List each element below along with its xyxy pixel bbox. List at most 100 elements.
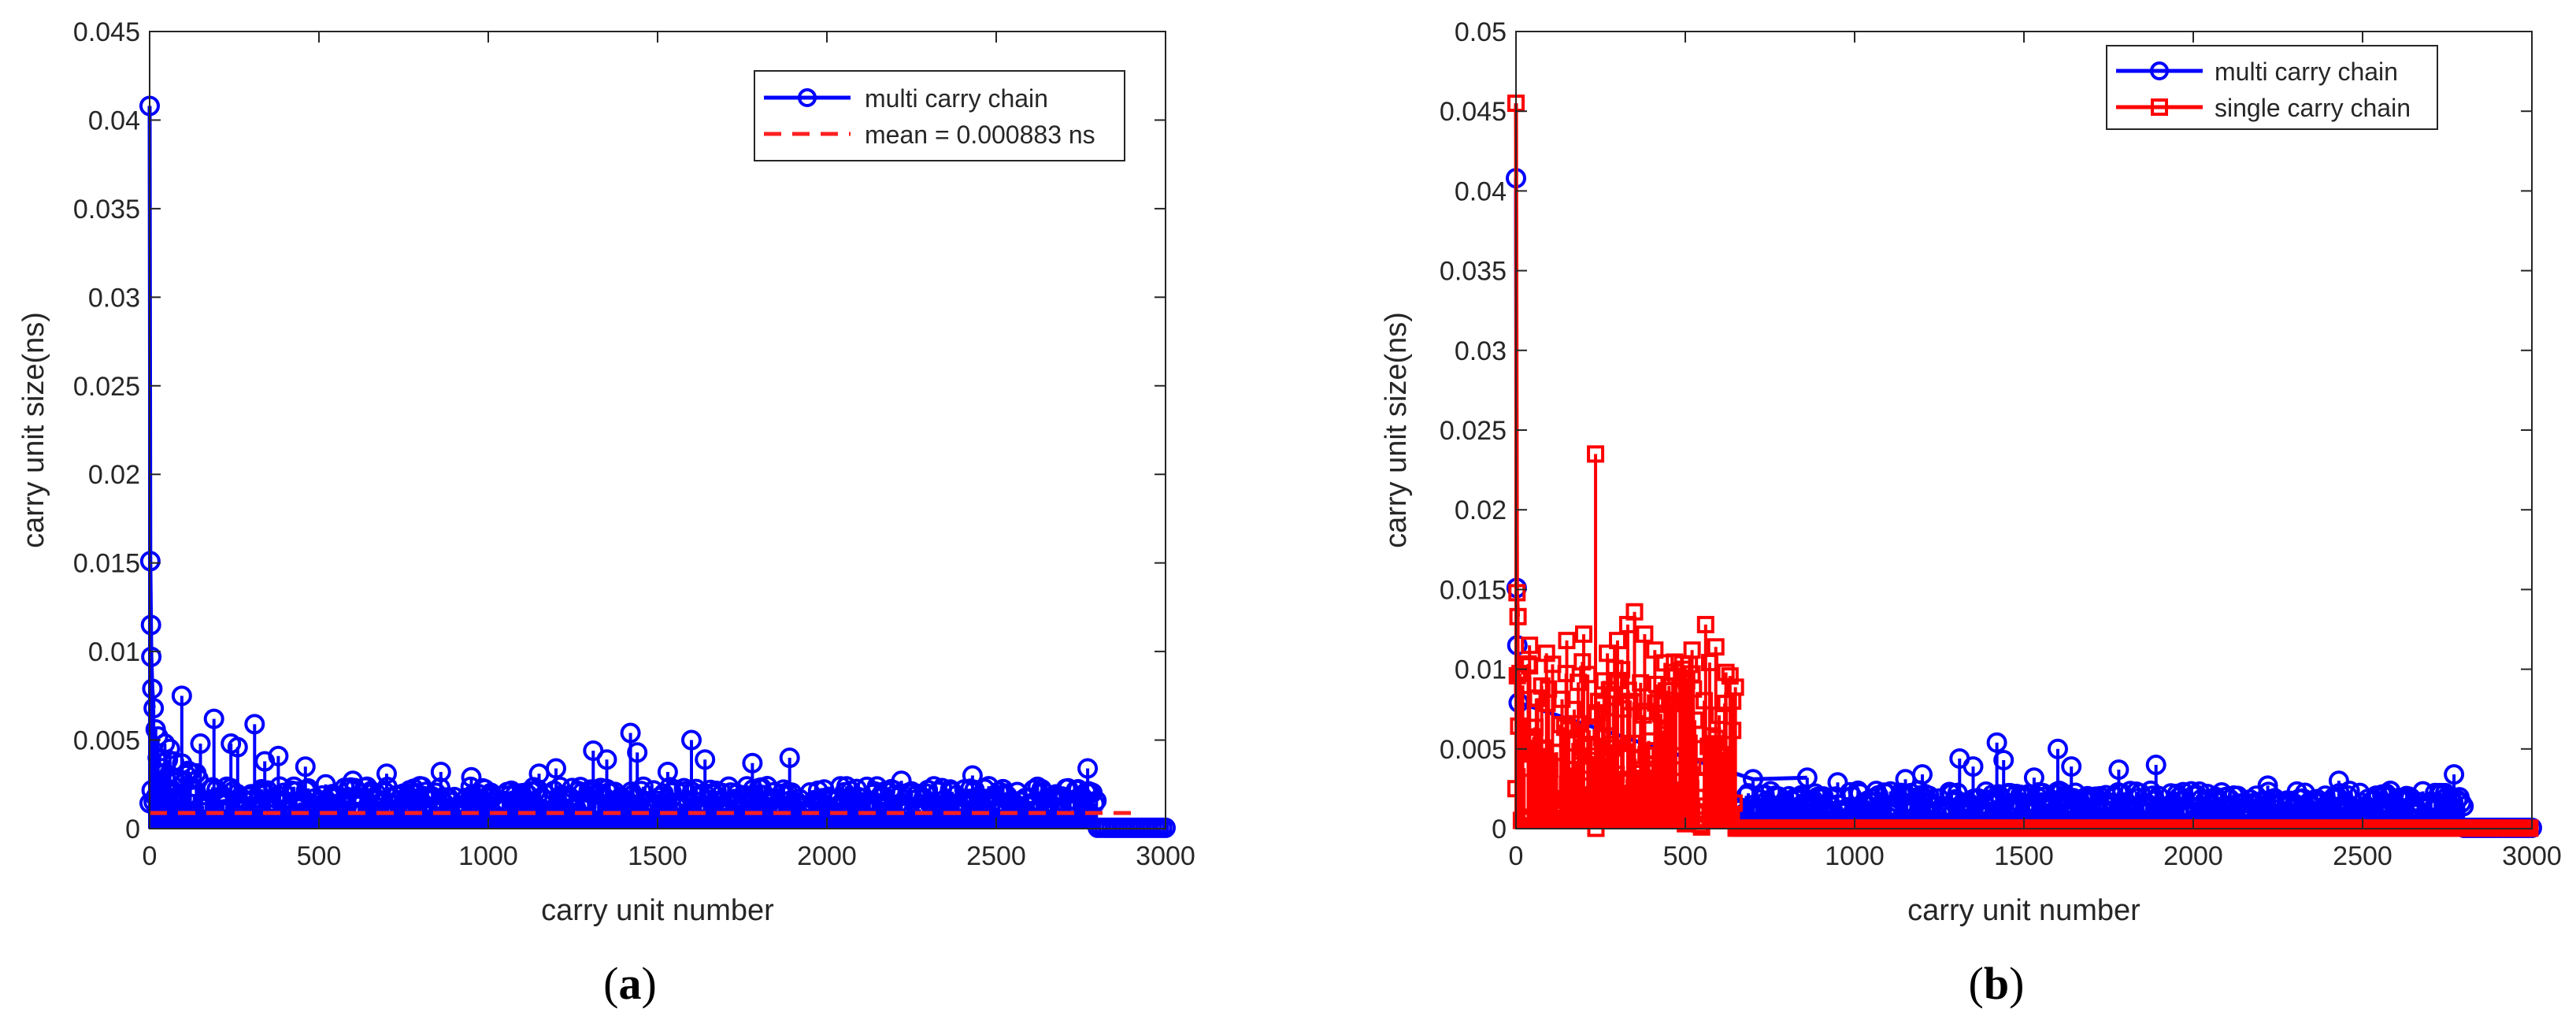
x-tick-label: 2500 xyxy=(966,841,1026,871)
data-point xyxy=(295,756,316,777)
data-point xyxy=(1721,667,1739,685)
data-point xyxy=(1077,758,1099,779)
x-axis-label-a: carry unit number xyxy=(541,894,774,927)
x-tick-label: 1000 xyxy=(458,841,518,871)
panel-label-a: (a) xyxy=(603,958,657,1009)
data-point xyxy=(742,752,763,774)
data-point xyxy=(681,729,702,751)
data-point xyxy=(1609,632,1626,650)
data-point xyxy=(1666,663,1685,681)
data-point xyxy=(190,733,211,755)
data-point xyxy=(1724,692,1742,710)
data-point xyxy=(2023,767,2044,788)
data-point xyxy=(1646,641,1664,659)
data-point xyxy=(2048,738,2068,759)
data-point xyxy=(2328,770,2349,792)
y-tick-label: 0.015 xyxy=(73,549,140,579)
legend-marker-multi-a xyxy=(798,88,817,107)
data-point xyxy=(1521,636,1539,655)
data-point xyxy=(627,742,648,763)
ticks-b: 0 500 1000 1500 2000 2500 3000 0 0.005 0.01 0.015 0… xyxy=(1440,17,2562,871)
ticks-a: 0 500 1000 1500 2000 2500 3000 0 0.005 0.01 0.015 0… xyxy=(73,17,1195,871)
y-tick-label: 0.045 xyxy=(73,17,140,47)
y-tick-label: 0.025 xyxy=(1440,416,1507,446)
legend-marker-multi-b xyxy=(2150,61,2169,80)
data-point xyxy=(1993,749,2014,770)
data-layer-a xyxy=(139,95,1176,838)
data-point xyxy=(154,733,176,755)
x-tick-label: 0 xyxy=(143,841,158,871)
data-point xyxy=(244,714,265,735)
y-tick-label: 0.03 xyxy=(88,283,140,313)
data-point xyxy=(315,774,336,795)
y-axis-label-b: carry unit size(ns) xyxy=(1380,312,1413,548)
y-tick-label: 0.01 xyxy=(88,637,140,667)
x-tick-label: 3000 xyxy=(2502,841,2562,871)
x-tick-label: 0 xyxy=(1509,841,1524,871)
y-tick-label: 0.005 xyxy=(1440,735,1507,765)
y-axis-label-a: carry unit size(ns) xyxy=(17,312,50,548)
x-tick-label: 2500 xyxy=(2333,841,2393,871)
data-point xyxy=(1587,445,1605,463)
data-point xyxy=(1553,690,1571,708)
data-point xyxy=(2315,785,2336,807)
data-point xyxy=(1575,625,1592,644)
data-point xyxy=(1540,680,1558,698)
data-point xyxy=(1537,644,1555,662)
x-tick-label: 1500 xyxy=(628,841,688,871)
data-point xyxy=(1912,764,1933,785)
legend-label-mean-a: mean = 0.000883 ns xyxy=(865,121,1095,149)
data-point xyxy=(203,708,224,729)
data-point xyxy=(546,758,566,779)
data-point xyxy=(1827,772,1848,793)
legend-label-single-b: single carry chain xyxy=(2215,94,2411,122)
y-tick-label: 0.02 xyxy=(1455,495,1507,525)
x-axis-label-b: carry unit number xyxy=(1907,894,2140,927)
data-point xyxy=(2444,764,2465,785)
data-point xyxy=(2145,755,2166,776)
y-tick-label: 0.02 xyxy=(88,460,140,490)
panel-a: 0 500 1000 1500 2000 2500 3000 0 0.005 0.01 0.015 0… xyxy=(17,17,1195,1009)
data-point xyxy=(268,745,289,766)
data-point xyxy=(2257,775,2278,796)
legend-marker-single-b xyxy=(2151,98,2168,116)
data-point xyxy=(657,762,678,783)
y-tick-label: 0.035 xyxy=(1440,257,1507,287)
data-point xyxy=(1986,732,2007,753)
y-tick-label: 0 xyxy=(1492,814,1507,844)
legend-label-multi-b: multi carry chain xyxy=(2215,58,2398,86)
x-tick-label: 2000 xyxy=(797,841,857,871)
x-tick-label: 1500 xyxy=(1994,841,2054,871)
legend-b: multi carry chain single carry chain xyxy=(2106,45,2438,130)
data-point xyxy=(2339,781,2360,802)
y-tick-label: 0.03 xyxy=(1455,336,1507,366)
data-point xyxy=(2108,759,2129,781)
y-tick-label: 0 xyxy=(125,814,140,844)
y-tick-label: 0.01 xyxy=(1455,655,1507,685)
data-point xyxy=(596,749,617,770)
data-point xyxy=(1558,632,1576,650)
data-point xyxy=(1963,756,1984,777)
data-point xyxy=(620,722,641,744)
x-tick-label: 3000 xyxy=(1136,841,1195,871)
data-point xyxy=(171,685,192,707)
data-point xyxy=(2061,756,2082,777)
data-point xyxy=(836,776,857,797)
data-point xyxy=(461,766,482,788)
data-point xyxy=(695,749,716,770)
x-tick-label: 1000 xyxy=(1825,841,1885,871)
data-point xyxy=(343,770,363,792)
plot-area-a xyxy=(150,32,1166,829)
y-tick-label: 0.04 xyxy=(1455,176,1507,206)
y-tick-label: 0.025 xyxy=(73,372,140,402)
data-point xyxy=(430,762,451,783)
y-tick-label: 0.04 xyxy=(88,106,140,135)
data-point xyxy=(1683,641,1701,659)
x-tick-label: 2000 xyxy=(2163,841,2223,871)
legend-a: multi carry chain mean = 0.000883 ns xyxy=(754,70,1125,161)
data-point xyxy=(376,763,397,785)
y-tick-label: 0.035 xyxy=(73,195,140,224)
data-point xyxy=(1625,603,1644,621)
data-point xyxy=(1636,625,1654,644)
